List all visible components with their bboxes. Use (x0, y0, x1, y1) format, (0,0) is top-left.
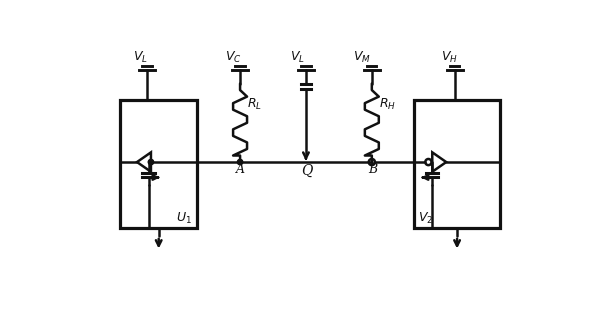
Text: B: B (368, 163, 377, 176)
Bar (120, 100, 197, 228)
Circle shape (238, 159, 243, 165)
Text: $V_2$: $V_2$ (418, 211, 433, 226)
Circle shape (148, 159, 154, 165)
Text: $R_L$: $R_L$ (247, 97, 262, 112)
Text: $V_H$: $V_H$ (441, 49, 458, 64)
Text: $V_C$: $V_C$ (224, 49, 241, 64)
Text: $V_M$: $V_M$ (353, 49, 371, 64)
Text: $V_L$: $V_L$ (133, 49, 148, 64)
Bar (415, 100, 500, 228)
Text: $U_1$: $U_1$ (176, 211, 191, 226)
Text: A: A (236, 163, 245, 176)
Text: $V_L$: $V_L$ (290, 49, 305, 64)
Text: Q: Q (301, 163, 313, 177)
Text: $R_H$: $R_H$ (379, 97, 396, 112)
